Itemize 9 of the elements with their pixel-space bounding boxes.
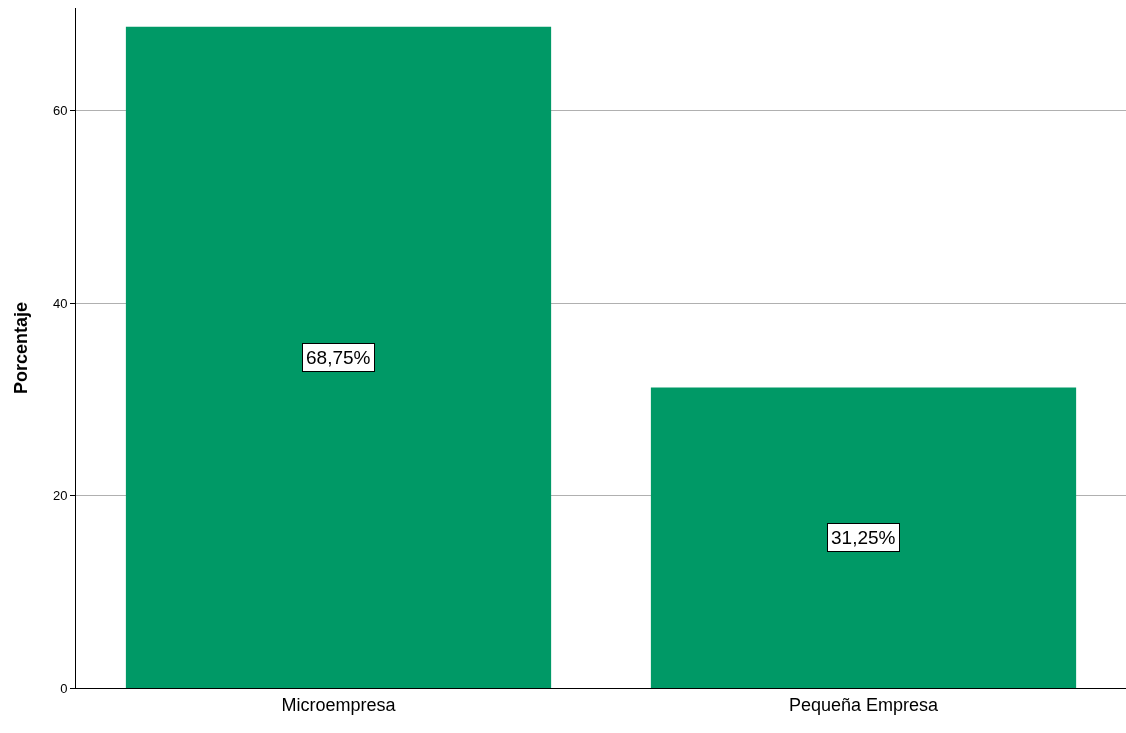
y-tick-label: 20 [52,488,68,504]
y-tick-label: 0 [60,680,68,696]
y-axis-title: Porcentaje [11,301,32,395]
x-tick-label: Pequeña Empresa [788,694,940,715]
y-tick-label: 40 [52,295,68,311]
x-tick-label: Microempresa [281,694,397,715]
data-label: 68,75% [306,347,371,368]
data-label: 31,25% [831,527,896,548]
y-tick-label: 60 [52,103,68,119]
